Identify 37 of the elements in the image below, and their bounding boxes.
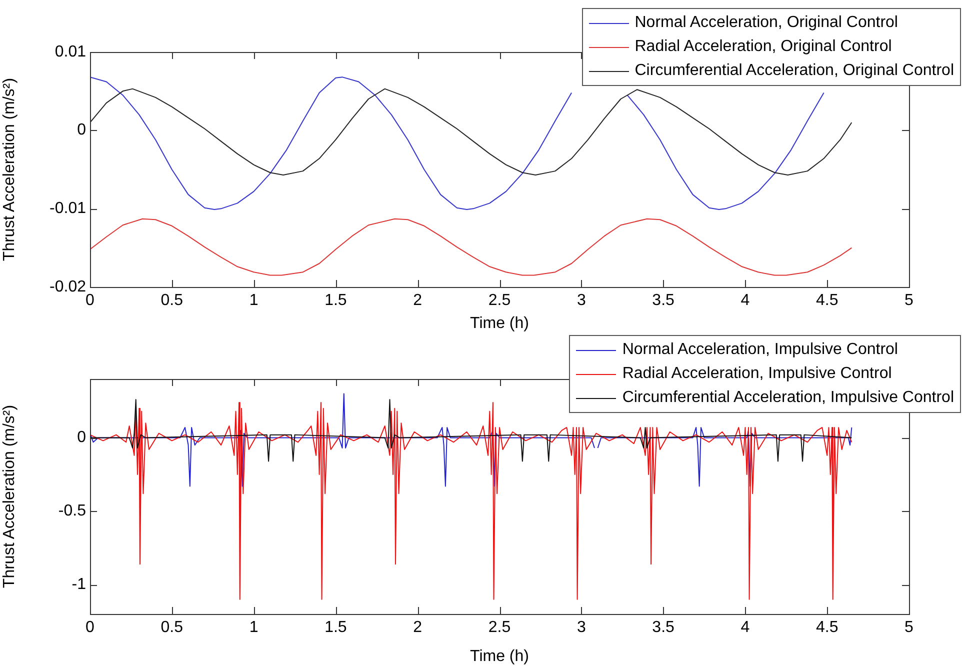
y-tick-label: -0.02 — [50, 278, 86, 296]
legend-label: Circumferential Acceleration, Original Control — [634, 61, 954, 81]
y-axis-title: Thrust Acceleration (m/s²) — [1, 78, 18, 262]
y-tick-label: -0.01 — [50, 200, 86, 218]
y-axis-title: Thrust Acceleration (m/s²) — [1, 404, 18, 588]
x-tick-label: 3.5 — [652, 292, 675, 310]
x-axis-title: Time (h) — [470, 314, 529, 332]
x-tick-label: 1.5 — [324, 619, 347, 636]
x-tick-label: 4 — [740, 292, 750, 310]
x-tick-label: 4.5 — [816, 619, 838, 636]
x-tick-label: 2 — [413, 292, 422, 310]
x-tick-label: 3 — [576, 619, 586, 636]
x-tick-label: 5 — [904, 292, 914, 310]
x-tick-label: 4.5 — [816, 292, 838, 310]
x-tick-label: 5 — [904, 619, 914, 636]
x-tick-label: 3.5 — [652, 619, 675, 636]
legend-label: Radial Acceleration, Impulsive Control — [622, 364, 892, 384]
x-tick-label: 2 — [413, 619, 422, 636]
x-tick-label: 3 — [576, 292, 586, 310]
x-tick-label: 0.5 — [160, 619, 184, 636]
legend-label: Normal Acceleration, Original Control — [634, 13, 898, 33]
y-tick-label: -0.5 — [58, 502, 86, 520]
y-tick-label: 0 — [77, 429, 86, 446]
y-tick-label: 0 — [77, 122, 86, 139]
x-tick-label: 2.5 — [488, 619, 511, 636]
x-tick-label: 1 — [249, 292, 258, 310]
legend-label: Radial Acceleration, Original Control — [634, 37, 892, 57]
legend-label: Normal Acceleration, Impulsive Control — [622, 340, 898, 360]
x-tick-label: 0.5 — [160, 292, 184, 310]
x-axis-title: Time (h) — [470, 648, 529, 665]
x-tick-label: 4 — [740, 619, 750, 636]
legend-label: Circumferential Acceleration, Impulsive Control — [622, 388, 954, 408]
y-tick-label: -1 — [72, 576, 86, 594]
x-tick-label: 1.5 — [324, 292, 347, 310]
y-tick-label: 0.01 — [54, 43, 86, 60]
x-tick-label: 1 — [249, 619, 258, 636]
x-tick-label: 2.5 — [488, 292, 511, 310]
